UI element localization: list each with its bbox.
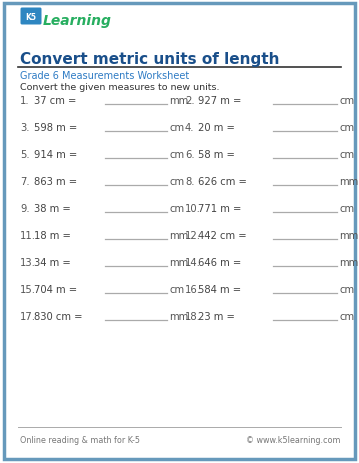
Text: 58 m =: 58 m = [198,150,235,160]
Text: cm: cm [339,96,354,106]
Text: mm: mm [169,257,188,268]
FancyBboxPatch shape [20,8,42,25]
Text: 771 m =: 771 m = [198,204,241,213]
Text: cm: cm [339,284,354,294]
Text: Convert metric units of length: Convert metric units of length [20,52,280,67]
Text: Convert the given measures to new units.: Convert the given measures to new units. [20,83,219,92]
Text: 5.: 5. [20,150,30,160]
Text: mm: mm [339,257,358,268]
Text: 13.: 13. [20,257,36,268]
Text: 37 cm =: 37 cm = [34,96,76,106]
Text: 9.: 9. [20,204,30,213]
Text: 11.: 11. [20,231,36,240]
Text: cm: cm [169,150,184,160]
Text: 646 m =: 646 m = [198,257,241,268]
Text: 17.: 17. [20,311,36,321]
Text: 927 m =: 927 m = [198,96,241,106]
Text: cm: cm [339,123,354,133]
Text: K5: K5 [25,13,37,21]
FancyBboxPatch shape [4,4,355,459]
Text: Grade 6 Measurements Worksheet: Grade 6 Measurements Worksheet [20,71,189,81]
Text: cm: cm [169,176,184,187]
Text: 1.: 1. [20,96,30,106]
Text: 584 m =: 584 m = [198,284,241,294]
Text: cm: cm [339,311,354,321]
Text: 704 m =: 704 m = [34,284,77,294]
Text: 15.: 15. [20,284,36,294]
Text: cm: cm [169,284,184,294]
Text: 18 m =: 18 m = [34,231,71,240]
Text: 38 m =: 38 m = [34,204,71,213]
Text: 6.: 6. [185,150,195,160]
Text: 23 m =: 23 m = [198,311,235,321]
Text: 12.: 12. [185,231,201,240]
Text: 442 cm =: 442 cm = [198,231,247,240]
Text: 18.: 18. [185,311,201,321]
Text: mm: mm [339,176,358,187]
Text: 20 m =: 20 m = [198,123,235,133]
Text: © www.k5learning.com: © www.k5learning.com [246,435,340,444]
Text: cm: cm [169,123,184,133]
Text: mm: mm [169,96,188,106]
Text: 8.: 8. [185,176,195,187]
Text: cm: cm [169,204,184,213]
Text: 16.: 16. [185,284,201,294]
Text: 7.: 7. [20,176,30,187]
Text: Learning: Learning [43,14,112,28]
Text: cm: cm [339,204,354,213]
Text: Online reading & math for K-5: Online reading & math for K-5 [20,435,140,444]
Text: 3.: 3. [20,123,29,133]
Text: 830 cm =: 830 cm = [34,311,83,321]
Text: mm: mm [169,231,188,240]
Text: 34 m =: 34 m = [34,257,71,268]
Text: 863 m =: 863 m = [34,176,77,187]
Text: 598 m =: 598 m = [34,123,77,133]
Text: mm: mm [339,231,358,240]
Text: cm: cm [339,150,354,160]
Text: 14.: 14. [185,257,201,268]
Text: 626 cm =: 626 cm = [198,176,247,187]
Text: 914 m =: 914 m = [34,150,77,160]
Text: 2.: 2. [185,96,195,106]
Text: 4.: 4. [185,123,195,133]
Text: mm: mm [169,311,188,321]
Text: 10.: 10. [185,204,201,213]
